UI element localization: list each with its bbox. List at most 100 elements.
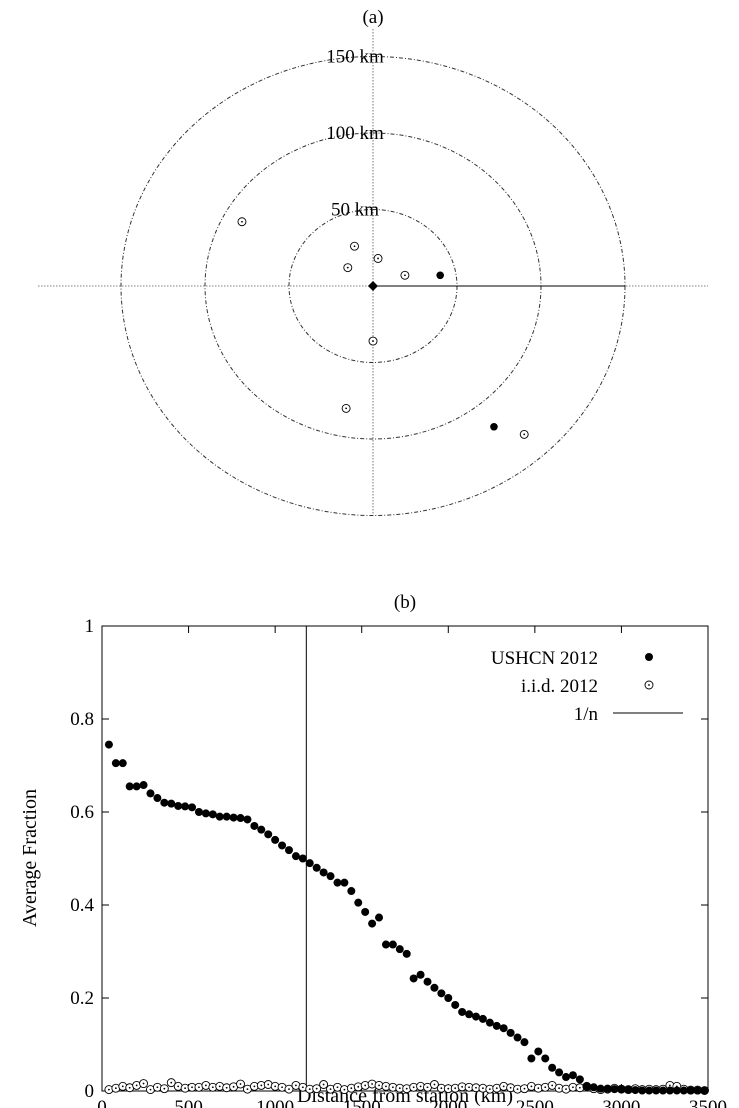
ushcn-point-55 <box>485 1018 494 1027</box>
ushcn-point-63 <box>541 1054 550 1063</box>
ushcn-point-26 <box>284 846 293 855</box>
iid-point-dot-21 <box>253 1085 256 1088</box>
ushcn-point-23 <box>264 830 273 839</box>
y-axis-label: Average Fraction <box>19 789 41 927</box>
iid-point-dot-43 <box>405 1087 408 1090</box>
iid-point-dot-11 <box>184 1087 187 1090</box>
iid-point-dot-63 <box>544 1086 547 1089</box>
ushcn-point-78 <box>645 1086 654 1095</box>
ushcn-point-76 <box>631 1086 640 1095</box>
panel-a-station-map: (a) 50 km 100 km 150 km <box>38 7 708 516</box>
ushcn-point-24 <box>271 835 280 844</box>
ushcn-point-82 <box>672 1086 681 1095</box>
iid-point-dot-32 <box>329 1088 332 1091</box>
iid-point-dot-37 <box>364 1084 367 1087</box>
ushcn-point-36 <box>354 898 363 907</box>
ring-label-150km: 150 km <box>326 47 384 68</box>
ring-label-50km: 50 km <box>331 200 379 221</box>
ushcn-point-71 <box>596 1084 605 1093</box>
iid-point-dot-40 <box>385 1085 387 1088</box>
ushcn-point-65 <box>555 1068 564 1077</box>
ushcn-point-13 <box>194 808 203 816</box>
ushcn-point-11 <box>181 802 190 811</box>
iid-point-dot-25 <box>281 1086 283 1089</box>
legend-label-one-over-n: 1/n <box>574 704 599 725</box>
iid-point-dot-62 <box>537 1087 540 1090</box>
ushcn-point-35 <box>347 887 356 896</box>
ushcn-point-45 <box>416 970 425 979</box>
iid-point-dot-9 <box>170 1081 173 1084</box>
ushcn-point-37 <box>361 907 370 916</box>
ushcn-point-52 <box>465 1010 474 1019</box>
iid-point-dot-35 <box>350 1087 353 1090</box>
iid-point-dot-53 <box>475 1086 477 1089</box>
ushcn-point-75 <box>624 1085 633 1094</box>
iid-point-dot-52 <box>468 1086 470 1089</box>
iid-point-dot-41 <box>391 1086 394 1089</box>
iid-point-dot-12 <box>191 1086 193 1089</box>
station-point-open-dot-4 <box>404 274 406 277</box>
x-tick-label-5: 2500 <box>516 1097 554 1108</box>
distance-ring-labels: 50 km 100 km 150 km <box>326 47 384 221</box>
ushcn-point-48 <box>437 989 446 998</box>
ushcn-point-79 <box>652 1086 661 1095</box>
ushcn-point-9 <box>167 799 176 808</box>
legend-marker-iid-dot <box>648 684 650 686</box>
ushcn-point-73 <box>610 1085 619 1094</box>
legend-label-iid: i.i.d. 2012 <box>521 676 598 697</box>
x-axis-ticks: 0 500 1000 1500 2000 2500 3000 3500 <box>97 626 727 1108</box>
ushcn-point-42 <box>395 945 404 954</box>
station-point-open-dot-5 <box>372 340 374 342</box>
y-tick-label-1: 0.2 <box>70 988 94 1009</box>
iid-point-dot-81 <box>669 1084 671 1087</box>
iid-point-dot-3 <box>128 1086 131 1089</box>
ushcn-point-22 <box>257 825 266 834</box>
x-tick-label-3: 1500 <box>343 1097 381 1108</box>
ushcn-point-10 <box>174 801 183 810</box>
iid-point-dot-66 <box>565 1088 567 1091</box>
station-point-open-dot-1 <box>353 245 356 248</box>
ushcn-point-68 <box>575 1075 584 1084</box>
station-point-open-dot-3 <box>346 266 349 269</box>
legend-label-ushcn: USHCN 2012 <box>491 648 598 669</box>
ushcn-point-15 <box>208 810 217 819</box>
panel-a-title: (a) <box>362 7 383 28</box>
ushcn-point-53 <box>471 1012 480 1021</box>
y-tick-label-3: 0.6 <box>70 802 94 823</box>
ushcn-point-74 <box>617 1085 626 1094</box>
iid-point-dot-29 <box>308 1088 311 1091</box>
iid-point-dot-44 <box>412 1086 415 1089</box>
iid-point-dot-59 <box>516 1088 519 1091</box>
panel-b-fraction-chart: (b) 0 500 1000 1500 2000 2500 3000 3500 0 0.2 0.4… <box>19 592 727 1108</box>
ushcn-point-2 <box>118 759 127 768</box>
iid-point-dot-51 <box>461 1085 464 1088</box>
ushcn-point-70 <box>589 1083 598 1092</box>
iid-point-dot-65 <box>558 1087 560 1090</box>
station-point-open-dot-7 <box>523 433 526 436</box>
iid-point-dot-15 <box>211 1086 214 1089</box>
ushcn-point-64 <box>548 1063 557 1072</box>
x-tick-label-0: 0 <box>97 1097 107 1108</box>
ushcn-point-46 <box>423 977 432 986</box>
ushcn-point-4 <box>132 782 141 791</box>
panel-a-station-points <box>237 217 529 439</box>
iid-point-dot-68 <box>578 1086 581 1089</box>
ushcn-point-20 <box>243 815 252 824</box>
iid-point-dot-47 <box>433 1083 436 1086</box>
ushcn-point-12 <box>188 803 197 812</box>
panel-b-title: (b) <box>394 592 416 613</box>
ushcn-point-0 <box>104 740 113 749</box>
iid-point-dot-60 <box>523 1087 526 1090</box>
ushcn-point-47 <box>430 983 439 992</box>
iid-point-dot-24 <box>274 1085 277 1088</box>
y-tick-label-5: 1 <box>85 616 95 637</box>
ushcn-point-34 <box>340 878 349 887</box>
iid-point-dot-17 <box>225 1086 228 1089</box>
iid-point-dot-13 <box>198 1086 200 1089</box>
legend: USHCN 2012 i.i.d. 2012 1/n <box>491 648 683 725</box>
ushcn-point-8 <box>160 798 169 807</box>
iid-point-dot-55 <box>488 1088 491 1091</box>
ushcn-point-21 <box>250 821 259 830</box>
iid-point-dot-56 <box>495 1087 498 1090</box>
ushcn-point-31 <box>319 868 328 877</box>
